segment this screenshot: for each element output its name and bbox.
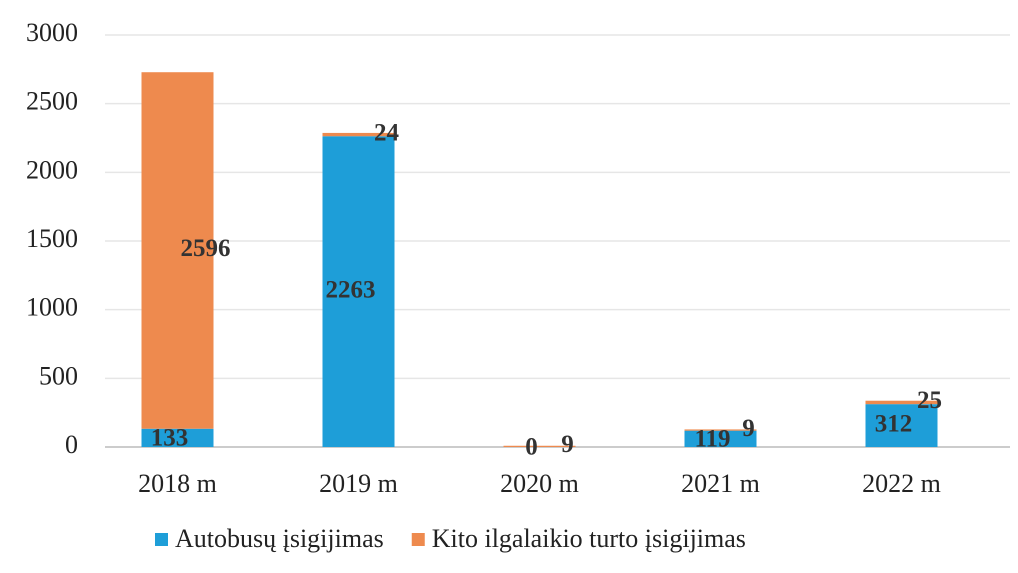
bar-segment	[865, 404, 938, 447]
bar-segment	[141, 72, 214, 429]
y-tick-label: 500	[39, 361, 78, 390]
bar-segment	[141, 428, 214, 447]
data-label: 119	[694, 426, 730, 453]
legend-swatch	[155, 533, 168, 546]
legend-swatch	[411, 533, 425, 546]
y-tick-label: 0	[65, 430, 78, 459]
bar-segment	[865, 400, 938, 405]
bar-segment	[684, 429, 757, 431]
x-tick-label: 2018 m	[138, 469, 217, 498]
data-label: 2596	[181, 235, 231, 262]
y-tick-label: 2500	[26, 87, 78, 116]
y-tick-label: 2000	[26, 155, 78, 184]
bar-segment	[322, 132, 395, 137]
data-label: 24	[374, 119, 400, 146]
data-label: 0	[525, 434, 538, 461]
data-label: 312	[875, 410, 913, 437]
bar-segment	[322, 136, 395, 447]
legend-label: Kito ilgalaikio turto įsigijimas	[432, 524, 746, 553]
y-tick-label: 1000	[26, 293, 78, 322]
bar-segment	[684, 430, 757, 447]
legend-label: Autobusų įsigijimas	[175, 524, 384, 553]
data-label: 133	[151, 425, 189, 452]
data-label: 25	[917, 387, 942, 414]
data-label: 9	[742, 415, 755, 442]
data-label: 9	[561, 431, 574, 458]
x-tick-label: 2022 m	[862, 469, 941, 498]
bar-segment	[503, 445, 576, 447]
y-tick-label: 1500	[26, 224, 78, 253]
y-tick-label: 3000	[26, 18, 78, 47]
x-tick-label: 2019 m	[319, 469, 398, 498]
data-label: 2263	[326, 276, 376, 303]
x-tick-label: 2020 m	[500, 469, 579, 498]
x-tick-label: 2021 m	[681, 469, 760, 498]
